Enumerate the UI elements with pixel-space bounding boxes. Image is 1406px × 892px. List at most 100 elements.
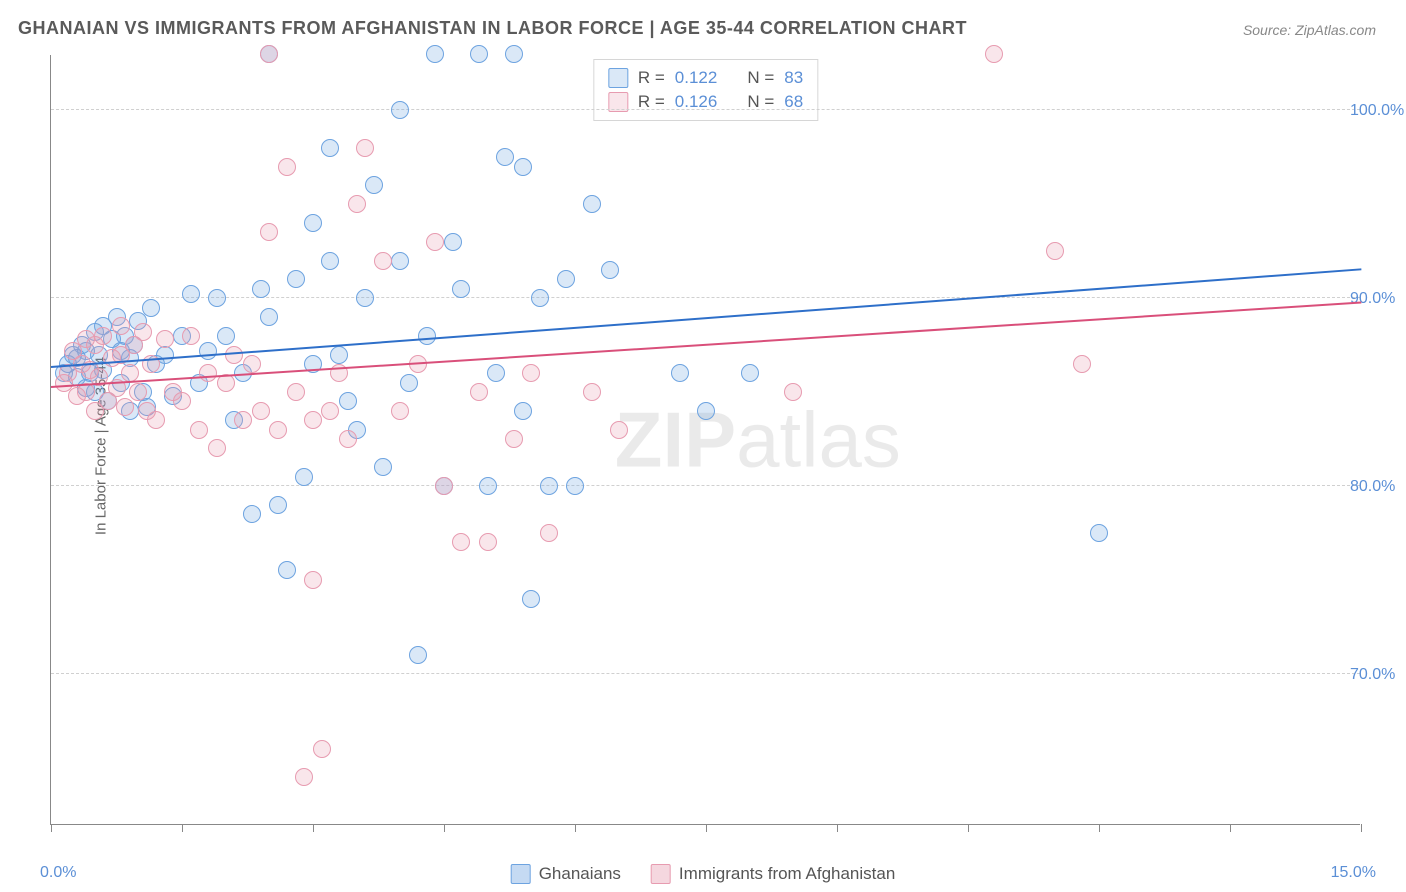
scatter-point [260,45,278,63]
scatter-point [505,45,523,63]
scatter-point [295,768,313,786]
scatter-point [452,280,470,298]
scatter-point [426,233,444,251]
scatter-point [566,477,584,495]
scatter-point [583,195,601,213]
grid-line [51,673,1360,674]
scatter-point [295,468,313,486]
scatter-point [182,285,200,303]
scatter-point [278,158,296,176]
scatter-point [671,364,689,382]
regression-line [51,302,1361,389]
scatter-point [278,561,296,579]
scatter-point [112,317,130,335]
scatter-point [374,252,392,270]
scatter-point [348,195,366,213]
scatter-point [426,45,444,63]
grid-line [51,485,1360,486]
scatter-point [470,45,488,63]
scatter-point [1090,524,1108,542]
scatter-point [356,139,374,157]
scatter-point [487,364,505,382]
y-tick-label: 80.0% [1350,478,1395,496]
scatter-point [985,45,1003,63]
scatter-point [199,342,217,360]
scatter-point [156,330,174,348]
scatter-point [243,505,261,523]
x-tick-label: 15.0% [1331,864,1376,882]
x-tick [1361,824,1362,832]
scatter-point [234,411,252,429]
scatter-point [514,402,532,420]
scatter-point [190,421,208,439]
legend-item: Immigrants from Afghanistan [651,864,895,884]
scatter-point [330,346,348,364]
scatter-point [391,101,409,119]
scatter-point [583,383,601,401]
legend-r-value: 0.122 [675,68,718,88]
legend-r-label: R = [638,68,665,88]
scatter-point [505,430,523,448]
legend-swatch [511,864,531,884]
scatter-point [514,158,532,176]
scatter-point [540,524,558,542]
scatter-point [321,252,339,270]
x-tick [575,824,576,832]
scatter-point [208,439,226,457]
scatter-point [208,289,226,307]
scatter-point [522,364,540,382]
scatter-point [304,411,322,429]
chart-title: GHANAIAN VS IMMIGRANTS FROM AFGHANISTAN … [18,18,967,39]
scatter-point [479,477,497,495]
x-tick [444,824,445,832]
correlation-chart: GHANAIAN VS IMMIGRANTS FROM AFGHANISTAN … [0,0,1406,892]
scatter-point [199,364,217,382]
plot-area: ZIPatlas R =0.122N =83R =0.126N =68 70.0… [50,55,1360,825]
scatter-point [287,270,305,288]
series-legend: GhanaiansImmigrants from Afghanistan [511,864,896,884]
scatter-point [260,223,278,241]
scatter-point [339,430,357,448]
scatter-point [339,392,357,410]
legend-n-label: N = [747,68,774,88]
scatter-point [601,261,619,279]
scatter-point [147,411,165,429]
scatter-point [452,533,470,551]
scatter-point [496,148,514,166]
x-tick [1230,824,1231,832]
scatter-point [741,364,759,382]
scatter-point [321,139,339,157]
scatter-point [252,280,270,298]
scatter-point [182,327,200,345]
x-tick [1099,824,1100,832]
scatter-point [444,233,462,251]
scatter-point [1073,355,1091,373]
scatter-point [391,402,409,420]
scatter-point [1046,242,1064,260]
scatter-point [784,383,802,401]
scatter-point [173,392,191,410]
y-tick-label: 70.0% [1350,666,1395,684]
scatter-point [313,740,331,758]
legend-row: R = 0.122 N = 83 [608,66,803,90]
scatter-point [116,398,134,416]
y-tick-label: 100.0% [1350,102,1404,120]
watermark: ZIPatlas [615,394,901,485]
legend-n-value: 83 [784,68,803,88]
scatter-point [435,477,453,495]
scatter-point [287,383,305,401]
scatter-point [269,496,287,514]
regression-line [51,268,1361,368]
scatter-point [269,421,287,439]
x-tick-label: 0.0% [40,864,76,882]
x-tick [51,824,52,832]
scatter-point [391,252,409,270]
scatter-point [94,327,112,345]
scatter-point [418,327,436,345]
x-tick [706,824,707,832]
correlation-legend: R =0.122N =83R =0.126N =68 [593,59,818,121]
scatter-point [697,402,715,420]
scatter-point [217,327,235,345]
x-tick [837,824,838,832]
scatter-point [365,176,383,194]
